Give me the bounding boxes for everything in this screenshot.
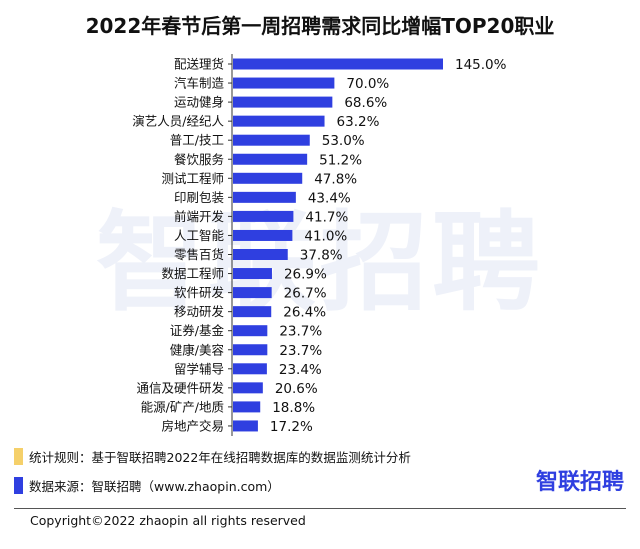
bar [233,58,443,70]
brand-logo: 智联招聘 [535,470,624,495]
value-label: 70.0% [346,76,389,92]
bar [233,77,335,89]
bar [233,382,263,394]
bar [233,229,293,241]
value-label: 20.6% [275,381,318,397]
value-label: 41.7% [305,209,348,225]
value-label: 51.2% [319,152,362,168]
value-label: 63.2% [337,114,380,130]
value-label: 26.7% [284,286,327,302]
category-label: 通信及硬件研发 [136,380,224,395]
bar [233,134,310,146]
category-label: 人工智能 [174,228,225,243]
value-label: 145.0% [455,57,507,73]
value-label: 37.8% [300,248,343,264]
watermark-logo: 智联招聘 [95,201,544,326]
value-label: 17.2% [270,419,313,435]
bar [233,115,325,127]
category-label: 软件研发 [174,285,225,300]
bar [233,287,272,299]
value-label: 26.9% [284,267,327,283]
value-label: 47.8% [314,171,357,187]
value-label: 41.0% [304,228,347,244]
category-label: 印刷包装 [174,190,224,205]
value-label: 43.4% [308,190,351,206]
category-label: 餐饮服务 [174,152,224,167]
bar [233,153,308,165]
bar [233,96,333,108]
category-label: 前端开发 [174,209,225,224]
category-label: 零售百货 [174,247,224,262]
chart-title: 2022年春节后第一周招聘需求同比增幅TOP20职业 [85,14,555,38]
value-label: 23.7% [279,343,322,359]
legend-rule: 统计规则：基于智联招聘2022年在线招聘数据库的数据监测统计分析 [14,447,411,466]
bar [233,172,303,184]
category-label: 测试工程师 [161,171,224,186]
legend-source-swatch [14,477,23,494]
category-label: 移动研发 [174,304,225,319]
value-label: 18.8% [272,400,315,416]
bar [233,210,294,222]
value-label: 26.4% [283,305,326,321]
bar [233,268,272,280]
legend-rule-text: 统计规则：基于智联招聘2022年在线招聘数据库的数据监测统计分析 [29,450,411,465]
value-label: 23.4% [279,362,322,378]
category-label: 留学辅导 [174,361,224,376]
bar [233,306,272,318]
value-label: 68.6% [344,95,387,111]
legend-rule-swatch [14,448,23,465]
value-label: 23.7% [279,324,322,340]
category-label: 汽车制造 [174,76,225,91]
bar [233,344,268,356]
bar [233,420,258,432]
category-label: 健康/美容 [170,342,224,357]
footer-divider [14,508,626,509]
category-label: 房地产交易 [161,418,224,433]
category-label: 演艺人员/经纪人 [132,114,224,129]
category-label: 数据工程师 [161,266,224,281]
value-label: 53.0% [322,133,365,149]
bar [233,363,267,375]
legend-source-text: 数据来源：智联招聘（www.zhaopin.com） [29,479,280,494]
category-label: 能源/矿产/地质 [141,399,224,414]
category-label: 普工/技工 [170,133,224,148]
copyright-text: Copyright©2022 zhaopin all rights reserv… [30,513,306,528]
bar [233,191,296,203]
category-label: 配送理货 [174,57,224,72]
bar [233,325,268,337]
bar [233,401,261,413]
bar [233,249,288,260]
legend-source: 数据来源：智联招聘（www.zhaopin.com） [14,476,280,495]
category-label: 运动健身 [174,95,224,110]
category-label: 证券/基金 [170,323,225,338]
